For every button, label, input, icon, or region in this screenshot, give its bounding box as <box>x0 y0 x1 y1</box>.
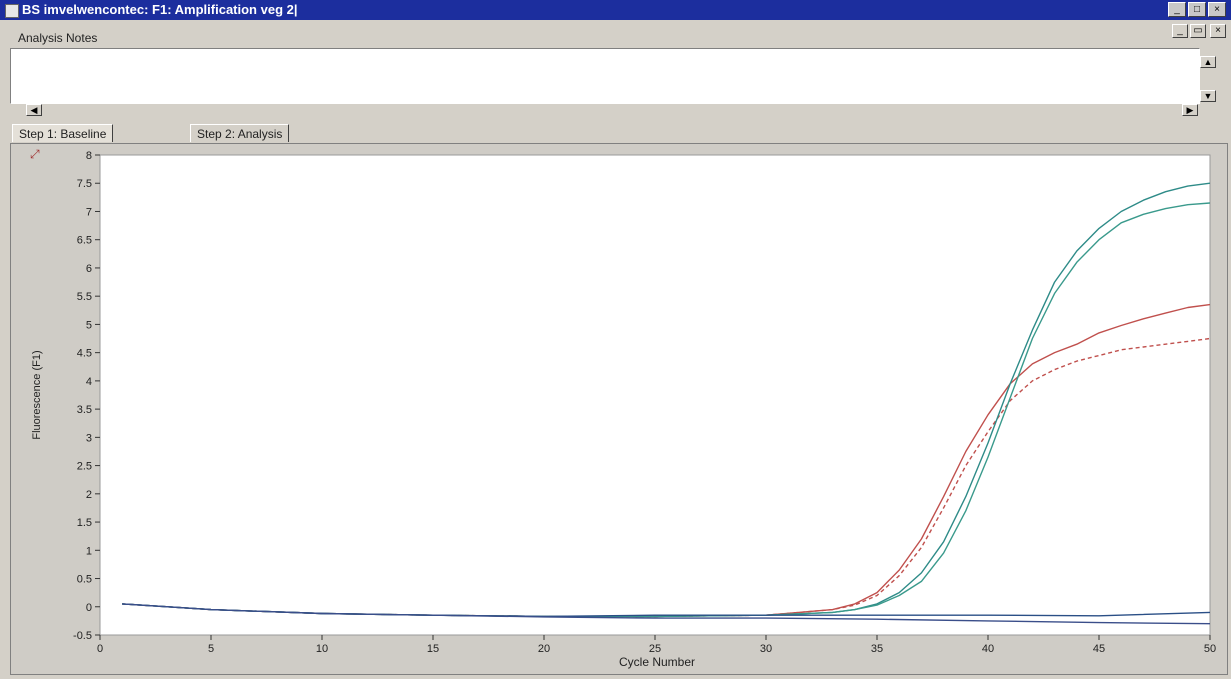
notes-scroll-right-button[interactable]: ▶ <box>1182 104 1198 116</box>
y-tick-label: -0.5 <box>73 630 92 642</box>
minimize-button[interactable]: _ <box>1168 2 1186 17</box>
maximize-button[interactable]: □ <box>1188 2 1206 17</box>
y-tick-label: 3.5 <box>77 404 92 416</box>
y-tick-label: 8 <box>86 150 92 162</box>
x-tick-label: 25 <box>649 643 661 655</box>
y-tick-label: 5 <box>86 319 92 331</box>
analysis-notes-field[interactable] <box>10 48 1200 104</box>
tab-baseline[interactable]: Step 1: Baseline <box>12 124 114 142</box>
close-button[interactable]: × <box>1208 2 1226 17</box>
y-tick-label: 7 <box>86 206 92 218</box>
y-axis: -0.5 0 0.5 1 1.5 2 2.5 3 3.5 4 4.5 5 5.5 6 6.5 7 7.5 8 <box>73 150 100 642</box>
child-restore-button[interactable]: ▭ <box>1190 24 1206 38</box>
x-tick-label: 35 <box>871 643 883 655</box>
app-icon <box>5 4 19 18</box>
notes-scroll-up-button[interactable]: ▲ <box>1200 56 1216 68</box>
x-tick-label: 5 <box>208 643 214 655</box>
y-tick-label: 0.5 <box>77 574 92 586</box>
plot-area <box>99 154 1211 636</box>
x-tick-label: 20 <box>538 643 550 655</box>
x-tick-label: 0 <box>97 643 103 655</box>
x-tick-label: 10 <box>316 643 328 655</box>
notes-scroll-down-button[interactable]: ▼ <box>1200 90 1216 102</box>
x-axis: 0 5 10 15 20 25 30 35 40 45 50 <box>97 635 1216 655</box>
child-minimize-button[interactable]: _ <box>1172 24 1188 38</box>
tab-analysis[interactable]: Step 2: Analysis <box>190 124 290 142</box>
y-tick-label: 1.5 <box>77 517 92 529</box>
y-tick-label: 6 <box>86 263 92 275</box>
analysis-notes-label: Analysis Notes <box>18 31 98 45</box>
y-tick-label: 4.5 <box>77 348 92 360</box>
y-tick-label: 6.5 <box>77 235 92 247</box>
y-tick-label: 3 <box>86 432 92 444</box>
child-close-button[interactable]: × <box>1210 24 1226 38</box>
y-tick-label: 1 <box>86 545 92 557</box>
window-title: BS imvelwencontec: F1: Amplification veg… <box>22 2 298 17</box>
y-tick-label: 5.5 <box>77 291 92 303</box>
notes-scroll-left-button[interactable]: ◀ <box>26 104 42 116</box>
zoom-icon[interactable]: ⤢ <box>30 147 40 161</box>
x-tick-label: 30 <box>760 643 772 655</box>
y-tick-label: 4 <box>86 376 92 388</box>
x-tick-label: 45 <box>1093 643 1105 655</box>
y-tick-label: 2 <box>86 489 92 501</box>
x-tick-label: 40 <box>982 643 994 655</box>
y-tick-label: 2.5 <box>77 461 92 473</box>
series-group <box>122 182 1211 625</box>
x-tick-label: 15 <box>427 643 439 655</box>
y-axis-label: Fluorescence (F1) <box>31 350 43 439</box>
series-line-6 <box>122 603 1211 625</box>
y-tick-label: 0 <box>86 602 92 614</box>
y-tick-label: 7.5 <box>77 178 92 190</box>
x-axis-label: Cycle Number <box>619 655 695 669</box>
title-bar: BS imvelwencontec: F1: Amplification veg… <box>0 0 1231 20</box>
x-tick-label: 50 <box>1204 643 1216 655</box>
